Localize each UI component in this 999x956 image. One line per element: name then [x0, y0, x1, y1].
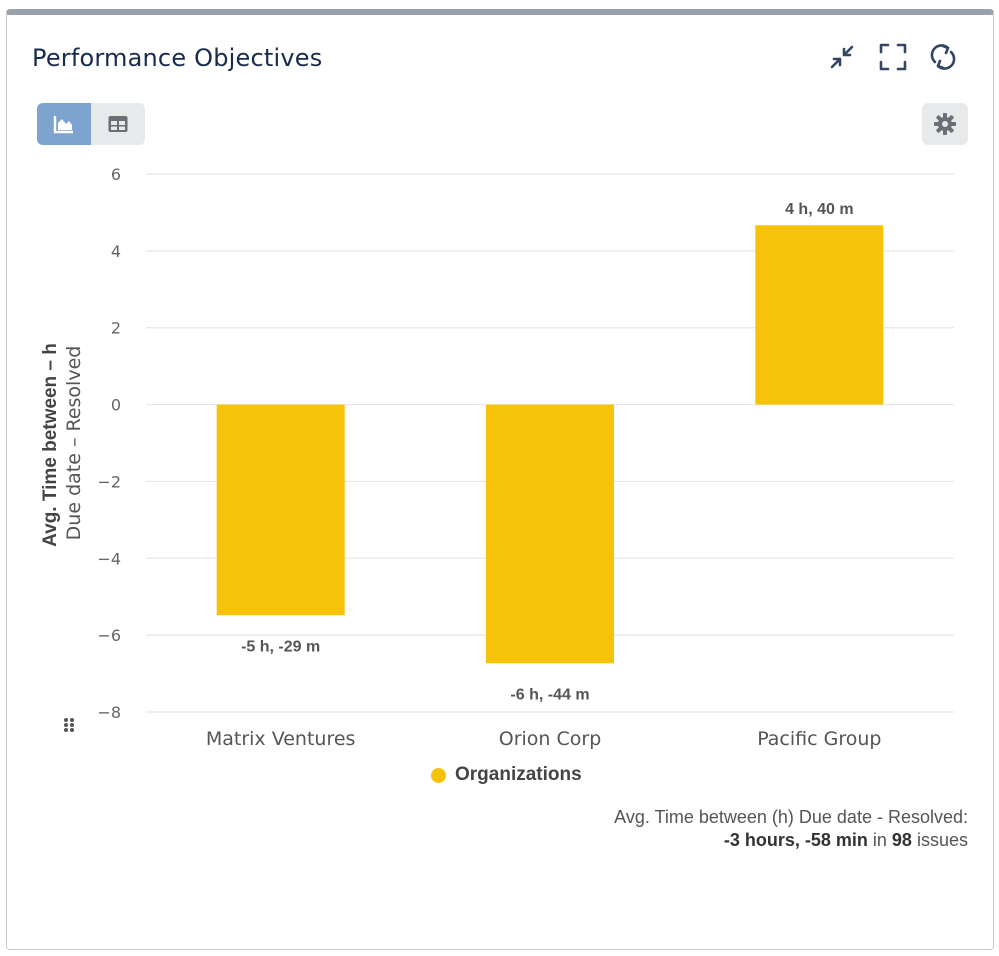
chart-view-icon [53, 116, 73, 134]
summary-line1: Avg. Time between (h) Due date - Resolve… [614, 807, 968, 827]
settings-button[interactable] [922, 103, 968, 145]
bar-orion-corp[interactable] [486, 404, 614, 664]
legend-item[interactable]: Organizations [431, 764, 582, 786]
chart-view-button[interactable] [37, 103, 91, 145]
y-tick-label: 6 [111, 165, 121, 184]
fullscreen-icon[interactable] [876, 40, 910, 74]
bar-pacific-group[interactable] [755, 225, 884, 405]
gear-icon [934, 113, 956, 135]
table-view-button[interactable] [91, 103, 145, 145]
y-tick-label: −8 [97, 703, 121, 722]
table-view-icon [108, 116, 128, 132]
summary-in: in [872, 830, 887, 850]
y-axis-label-line1: Avg. Time between – h [40, 343, 61, 547]
y-tick-label: 0 [111, 396, 121, 415]
legend-label: Organizations [455, 764, 582, 785]
x-category-label: Pacific Group [757, 728, 881, 750]
y-axis-label-line2: Due date – Resolved [63, 346, 85, 541]
summary-count: 98 [891, 830, 912, 850]
summary-value: -3 hours, -58 min [723, 830, 868, 850]
x-category-label: Matrix Ventures [206, 728, 356, 750]
view-toggle [37, 103, 145, 145]
y-tick-label: −6 [97, 626, 121, 645]
data-label: -6 h, -44 m [510, 686, 589, 703]
data-label: 4 h, 40 m [785, 201, 853, 218]
legend-marker [431, 767, 446, 783]
y-tick-label: 4 [111, 242, 121, 261]
drag-handle-icon[interactable] [62, 716, 76, 734]
refresh-icon[interactable] [926, 40, 960, 74]
y-tick-label: −4 [97, 549, 121, 568]
summary-issues: issues [916, 830, 968, 850]
data-label: -5 h, -29 m [241, 638, 320, 655]
bar-matrix-ventures[interactable] [216, 404, 345, 616]
x-category-label: Orion Corp [499, 728, 602, 750]
page-title: Performance Objectives [32, 44, 323, 72]
y-tick-label: −2 [97, 472, 121, 491]
y-tick-label: 2 [111, 319, 121, 338]
collapse-icon[interactable] [825, 40, 859, 74]
summary-text: Avg. Time between (h) Due date - Resolve… [614, 806, 968, 852]
summary-line2: -3 hours, -58 min in 98 issues [614, 829, 968, 852]
